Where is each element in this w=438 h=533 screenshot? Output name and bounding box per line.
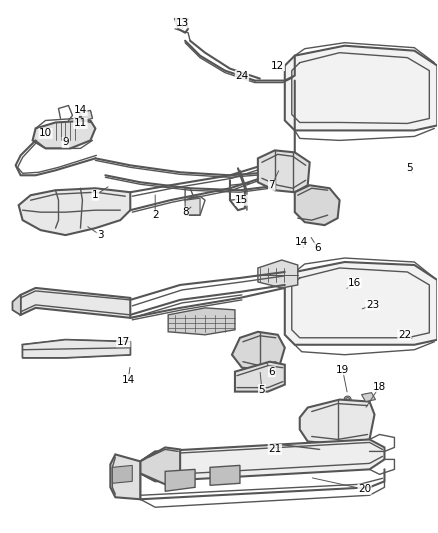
- Text: 18: 18: [373, 382, 386, 392]
- Polygon shape: [112, 465, 132, 483]
- Ellipse shape: [350, 414, 359, 422]
- Ellipse shape: [425, 286, 433, 294]
- Polygon shape: [32, 120, 95, 148]
- Text: 16: 16: [348, 278, 361, 288]
- Polygon shape: [232, 332, 285, 370]
- Polygon shape: [300, 400, 374, 445]
- Polygon shape: [140, 447, 180, 484]
- Text: 15: 15: [235, 195, 248, 205]
- Text: 5: 5: [258, 385, 265, 394]
- Ellipse shape: [38, 195, 48, 205]
- Text: 1: 1: [92, 190, 99, 200]
- Polygon shape: [165, 470, 195, 491]
- Text: 9: 9: [62, 138, 69, 148]
- Text: 14: 14: [74, 106, 87, 116]
- Text: 17: 17: [117, 337, 130, 347]
- Text: 8: 8: [182, 207, 188, 217]
- Polygon shape: [235, 362, 285, 392]
- Text: 11: 11: [74, 118, 87, 128]
- Text: 5: 5: [406, 163, 413, 173]
- Ellipse shape: [425, 117, 433, 124]
- Polygon shape: [21, 288, 130, 318]
- Text: 22: 22: [398, 330, 411, 340]
- Ellipse shape: [321, 414, 328, 422]
- Ellipse shape: [341, 286, 403, 324]
- Ellipse shape: [412, 78, 417, 83]
- Text: 13: 13: [176, 18, 189, 28]
- Text: 6: 6: [314, 243, 321, 253]
- Polygon shape: [258, 150, 310, 192]
- Ellipse shape: [412, 108, 417, 113]
- Text: 19: 19: [336, 365, 349, 375]
- Text: 6: 6: [268, 367, 275, 377]
- Ellipse shape: [321, 431, 328, 439]
- Ellipse shape: [350, 431, 359, 439]
- Text: 14: 14: [295, 237, 308, 247]
- Ellipse shape: [106, 191, 114, 199]
- Polygon shape: [285, 262, 437, 345]
- Text: 23: 23: [366, 300, 379, 310]
- Text: 12: 12: [271, 61, 284, 71]
- Text: 14: 14: [122, 375, 135, 385]
- Ellipse shape: [425, 71, 433, 79]
- Text: 21: 21: [268, 445, 282, 455]
- Polygon shape: [285, 46, 437, 131]
- Ellipse shape: [50, 133, 54, 138]
- Ellipse shape: [49, 132, 56, 139]
- Ellipse shape: [345, 69, 404, 108]
- Ellipse shape: [106, 214, 114, 222]
- Ellipse shape: [346, 398, 350, 401]
- Text: 10: 10: [39, 128, 52, 139]
- Text: 2: 2: [152, 210, 159, 220]
- Polygon shape: [258, 260, 298, 288]
- Polygon shape: [295, 185, 339, 225]
- Polygon shape: [81, 110, 92, 120]
- Polygon shape: [185, 198, 200, 215]
- Polygon shape: [140, 451, 155, 481]
- Ellipse shape: [425, 96, 433, 104]
- Polygon shape: [13, 295, 21, 315]
- Ellipse shape: [425, 331, 433, 339]
- Polygon shape: [110, 455, 140, 499]
- Polygon shape: [19, 188, 130, 235]
- Text: 7: 7: [268, 180, 275, 190]
- Polygon shape: [361, 393, 375, 401]
- Text: 3: 3: [97, 230, 104, 240]
- Text: 24: 24: [235, 70, 248, 80]
- Ellipse shape: [38, 215, 48, 225]
- Polygon shape: [23, 340, 130, 358]
- Polygon shape: [168, 308, 235, 335]
- Ellipse shape: [344, 396, 351, 403]
- Polygon shape: [210, 465, 240, 486]
- Ellipse shape: [425, 311, 433, 319]
- Text: 20: 20: [358, 484, 371, 494]
- Polygon shape: [140, 439, 385, 481]
